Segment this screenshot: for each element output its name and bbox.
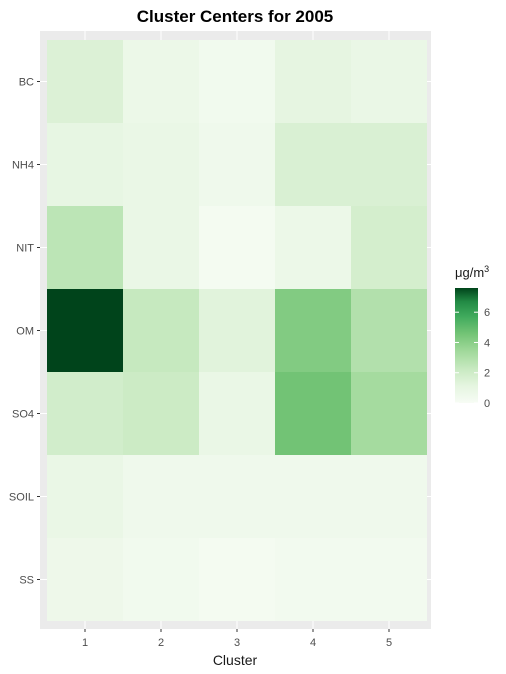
colorbar <box>455 288 478 403</box>
heatmap-cell-nit-2 <box>123 206 199 289</box>
heatmap-cell-ss-1 <box>47 538 123 621</box>
x-tick-label: 1 <box>82 637 88 649</box>
heatmap-cell-bc-2 <box>123 40 199 123</box>
heatmap-cell-nh4-5 <box>351 123 427 206</box>
x-axis: 1 2 3 4 5 <box>82 629 392 649</box>
heatmap-cell-om-2 <box>123 289 199 372</box>
colorbar-ticks: 0 2 4 6 <box>455 307 490 410</box>
heatmap-cell-ss-4 <box>275 538 351 621</box>
colorbar-tick-label: 0 <box>484 398 490 410</box>
heatmap-cell-ss-2 <box>123 538 199 621</box>
heatmap-cell-soil-2 <box>123 455 199 538</box>
heatmap-cell-so4-1 <box>47 372 123 455</box>
heatmap-cell-om-4 <box>275 289 351 372</box>
legend-title-main: μg/m <box>455 265 484 280</box>
y-tick-label: SO4 <box>12 409 34 421</box>
heatmap-cell-bc-1 <box>47 40 123 123</box>
heatmap-cell-om-1 <box>47 289 123 372</box>
x-tick-label: 2 <box>158 637 164 649</box>
y-tick-label: OM <box>16 326 34 338</box>
heatmap-cell-soil-3 <box>199 455 275 538</box>
colorbar-tick-label: 6 <box>484 307 490 319</box>
heatmap-cell-soil-4 <box>275 455 351 538</box>
heatmap-cell-nit-1 <box>47 206 123 289</box>
heatmap-cell-bc-5 <box>351 40 427 123</box>
heatmap-cell-nit-5 <box>351 206 427 289</box>
colorbar-legend: μg/m3 0 2 4 6 <box>455 264 490 410</box>
heatmap-cell-bc-4 <box>275 40 351 123</box>
heatmap-cell-nit-3 <box>199 206 275 289</box>
heatmap-cell-bc-3 <box>199 40 275 123</box>
heatmap-cell-so4-4 <box>275 372 351 455</box>
x-tick-label: 3 <box>234 637 240 649</box>
y-tick-label: SOIL <box>9 492 34 504</box>
y-tick-label: NH4 <box>12 160 34 172</box>
heatmap-cell-so4-3 <box>199 372 275 455</box>
chart-title: Cluster Centers for 2005 <box>137 7 334 26</box>
y-tick-label: BC <box>19 77 34 89</box>
heatmap-cell-ss-5 <box>351 538 427 621</box>
colorbar-tick-label: 4 <box>484 337 490 349</box>
legend-title: μg/m3 <box>455 264 489 280</box>
heatmap-cell-ss-3 <box>199 538 275 621</box>
heatmap-cell-soil-1 <box>47 455 123 538</box>
heatmap-cells <box>47 40 427 621</box>
legend-title-superscript: 3 <box>484 264 489 274</box>
colorbar-tick-label: 2 <box>484 368 490 380</box>
heatmap-cell-so4-2 <box>123 372 199 455</box>
heatmap-cell-nh4-4 <box>275 123 351 206</box>
heatmap-cell-om-5 <box>351 289 427 372</box>
heatmap-cell-so4-5 <box>351 372 427 455</box>
heatmap-cell-nit-4 <box>275 206 351 289</box>
y-tick-label: SS <box>19 575 34 587</box>
heatmap-cell-nh4-2 <box>123 123 199 206</box>
y-axis: BC NH4 NIT OM SO4 SOIL SS <box>9 77 40 587</box>
x-tick-label: 5 <box>386 637 392 649</box>
heatmap-cell-nh4-1 <box>47 123 123 206</box>
heatmap-cell-om-3 <box>199 289 275 372</box>
heatmap-cell-soil-5 <box>351 455 427 538</box>
x-axis-label: Cluster <box>213 652 258 668</box>
heatmap-cell-nh4-3 <box>199 123 275 206</box>
x-tick-label: 4 <box>310 637 316 649</box>
y-tick-label: NIT <box>16 243 34 255</box>
